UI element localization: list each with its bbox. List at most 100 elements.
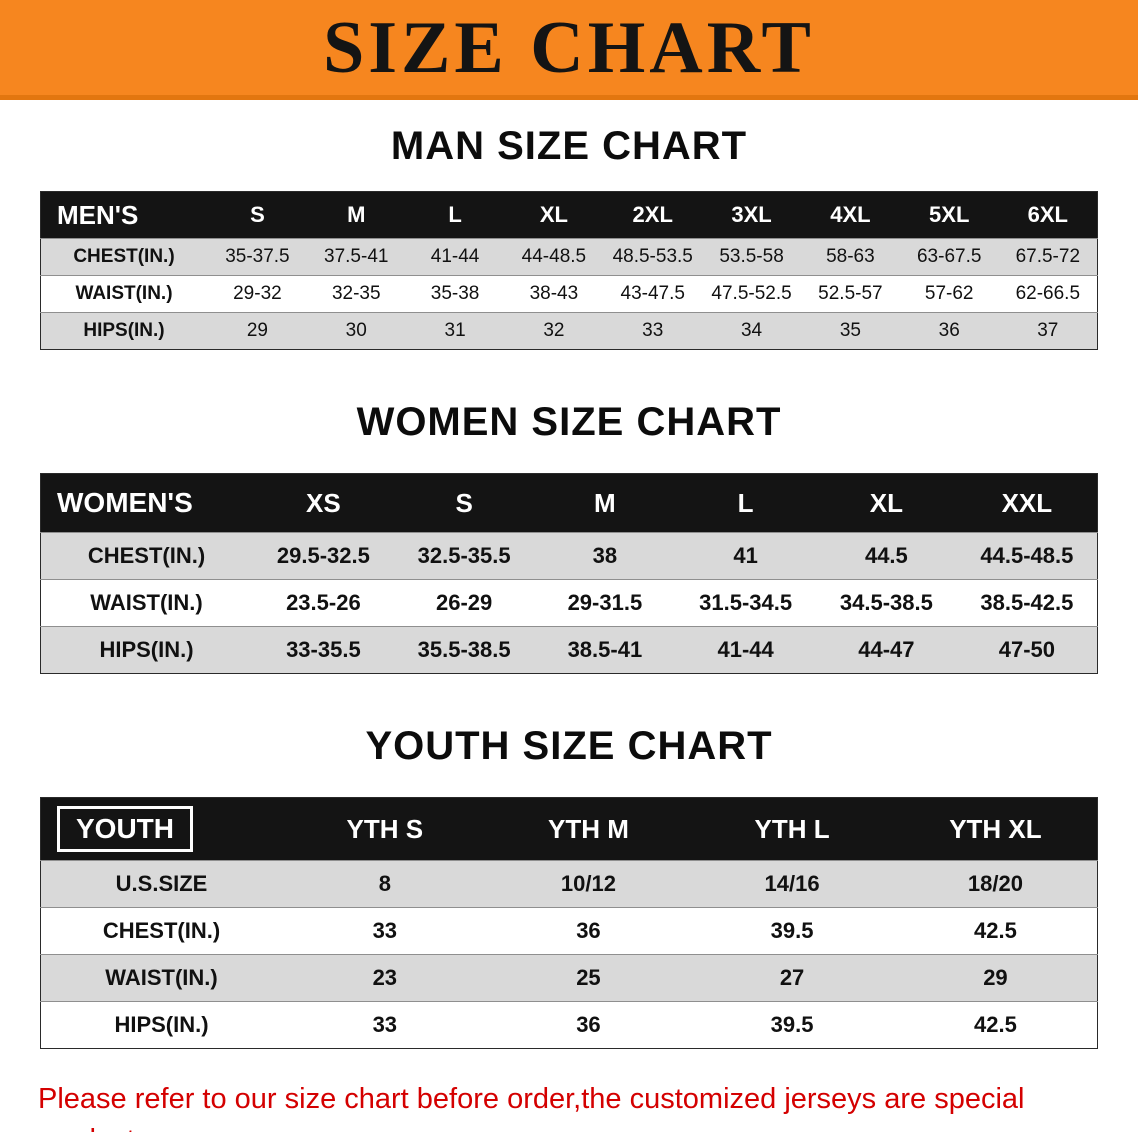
column-header: XXL	[956, 473, 1098, 533]
table-cell: 44.5-48.5	[956, 532, 1098, 580]
table-title-cell: MEN'S	[40, 191, 208, 239]
table-cell: 36	[486, 1001, 691, 1049]
row-label: HIPS(IN.)	[40, 1001, 283, 1049]
header-label: XS	[306, 487, 341, 518]
header-label: YTH XL	[949, 813, 1042, 844]
column-header: L	[675, 473, 816, 533]
table-row: CHEST(IN.) 35-37.5 37.5-41 41-44 44-48.5 48.5…	[40, 238, 1098, 276]
row-label: CHEST(IN.)	[40, 532, 253, 580]
youth-section-heading: YOUTH SIZE CHART	[365, 724, 773, 768]
table-row: HIPS(IN.) 33-35.5 35.5-38.5 38.5-41 41-44 44-…	[40, 626, 1098, 674]
table-cell: 36	[899, 312, 999, 350]
header-label: XXL	[1001, 487, 1053, 518]
table-row: HIPS(IN.) 29 30 31 32 33 34 35 36 37	[40, 312, 1098, 350]
header-label: L	[737, 487, 754, 518]
table-cell: 29-32	[208, 275, 307, 313]
table-cell: 44-48.5	[504, 238, 604, 276]
order-notice: Please refer to our size chart before or…	[38, 1079, 1100, 1132]
column-header: M	[306, 191, 406, 239]
women-size-section: WOMEN SIZE CHART WOMEN'S XS S M L XL XXL CHEST(…	[0, 400, 1138, 674]
column-header: XL	[816, 473, 957, 533]
table-cell: 63-67.5	[899, 238, 999, 276]
table-cell: 58-63	[800, 238, 900, 276]
row-label: CHEST(IN.)	[40, 907, 283, 955]
table-cell: 35-37.5	[208, 238, 307, 276]
header-label: 2XL	[632, 202, 673, 227]
table-cell: 41	[675, 532, 816, 580]
youth-size-table: YOUTH YTH S YTH M YTH L YTH XL U.S.SIZE 8 10/12…	[40, 797, 1098, 1049]
table-cell: 48.5-53.5	[603, 238, 703, 276]
table-cell: 53.5-58	[702, 238, 801, 276]
row-label: WAIST(IN.)	[40, 275, 208, 313]
table-cell: 38-43	[504, 275, 604, 313]
table-cell: 37.5-41	[306, 238, 406, 276]
column-header: YTH L	[690, 797, 894, 861]
table-cell: 14/16	[690, 860, 894, 908]
table-row: U.S.SIZE 8 10/12 14/16 18/20	[40, 860, 1098, 908]
table-cell: 23.5-26	[253, 579, 394, 627]
table-cell: 44.5	[816, 532, 957, 580]
men-size-table: MEN'S S M L XL 2XL 3XL 4XL 5XL 6XL CHEST(IN.) 35-37…	[40, 191, 1098, 350]
header-label: 5XL	[929, 202, 970, 227]
header-label: YTH S	[346, 813, 424, 844]
header-label: 4XL	[830, 202, 871, 227]
table-cell: 67.5-72	[998, 238, 1098, 276]
size-chart-banner: SIZE CHART	[0, 0, 1138, 100]
column-header: YTH XL	[893, 797, 1098, 861]
table-header-row: MEN'S S M L XL 2XL 3XL 4XL 5XL 6XL	[40, 191, 1098, 239]
row-label: HIPS(IN.)	[40, 312, 208, 350]
table-cell: 32.5-35.5	[393, 532, 535, 580]
column-header: 5XL	[899, 191, 999, 239]
column-header: 6XL	[998, 191, 1098, 239]
table-cell: 34	[702, 312, 801, 350]
table-cell: 10/12	[486, 860, 691, 908]
table-cell: 38.5-41	[534, 626, 676, 674]
header-label: M	[347, 202, 366, 227]
table-cell: 18/20	[893, 860, 1098, 908]
row-label: U.S.SIZE	[40, 860, 283, 908]
header-label: MEN'S	[57, 199, 139, 230]
table-cell: 23	[283, 954, 487, 1002]
table-cell: 29	[208, 312, 307, 350]
table-cell: 41-44	[405, 238, 505, 276]
header-label: M	[594, 487, 616, 518]
table-cell: 39.5	[690, 1001, 894, 1049]
table-cell: 41-44	[675, 626, 816, 674]
table-cell: 36	[486, 907, 691, 955]
column-header: 3XL	[702, 191, 801, 239]
youth-size-section: YOUTH SIZE CHART YOUTH YTH S YTH M YTH L YTH…	[0, 724, 1138, 1049]
table-cell: 8	[283, 860, 487, 908]
table-cell: 31	[405, 312, 505, 350]
men-size-section: MAN SIZE CHART MEN'S S M L XL 2XL 3XL 4XL 5XL 6XL…	[0, 124, 1138, 350]
table-cell: 33-35.5	[253, 626, 394, 674]
header-label: L	[448, 202, 462, 227]
table-cell: 42.5	[893, 907, 1098, 955]
column-header: S	[393, 473, 535, 533]
table-title-cell: WOMEN'S	[40, 473, 253, 533]
column-header: YTH M	[486, 797, 691, 861]
table-cell: 35.5-38.5	[393, 626, 535, 674]
table-cell: 47-50	[956, 626, 1098, 674]
table-cell: 34.5-38.5	[816, 579, 957, 627]
table-cell: 33	[603, 312, 703, 350]
row-label: WAIST(IN.)	[40, 954, 283, 1002]
table-cell: 31.5-34.5	[675, 579, 816, 627]
header-label: XL	[539, 202, 568, 227]
table-header-row: YOUTH YTH S YTH M YTH L YTH XL	[40, 797, 1098, 861]
table-row: WAIST(IN.) 23.5-26 26-29 29-31.5 31.5-34.5 34…	[40, 579, 1098, 627]
header-label: 3XL	[731, 202, 772, 227]
table-cell: 52.5-57	[800, 275, 900, 313]
table-row: WAIST(IN.) 29-32 32-35 35-38 38-43 43-47.5 47.…	[40, 275, 1098, 313]
header-label: S	[250, 202, 265, 227]
table-cell: 25	[486, 954, 691, 1002]
table-cell: 26-29	[393, 579, 535, 627]
row-label: CHEST(IN.)	[40, 238, 208, 276]
column-header: 2XL	[603, 191, 703, 239]
table-cell: 29-31.5	[534, 579, 676, 627]
table-cell: 43-47.5	[603, 275, 703, 313]
table-row: CHEST(IN.) 29.5-32.5 32.5-35.5 38 41 44.5 44.5…	[40, 532, 1098, 580]
table-cell: 29.5-32.5	[253, 532, 394, 580]
header-label: WOMEN'S	[57, 487, 193, 518]
table-row: HIPS(IN.) 33 36 39.5 42.5	[40, 1001, 1098, 1049]
